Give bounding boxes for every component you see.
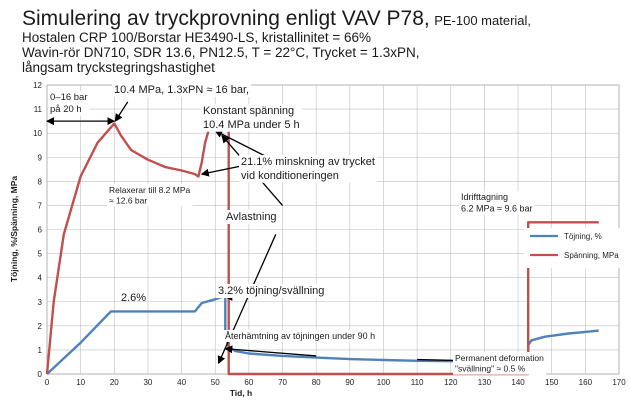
annotation-background <box>239 155 377 183</box>
annotation-text: Konstant spänning <box>203 105 294 117</box>
annotation-text: ≈ 12.6 bar <box>109 196 147 206</box>
annotation-strain32: 3.2% töjning/svällning <box>216 284 327 298</box>
x-tick-label: 110 <box>411 378 424 387</box>
annotation-text: vid konditioneringen <box>241 170 339 182</box>
annotation-text: 10.4 MPa under 5 h <box>203 119 300 131</box>
y-tick-label: 6 <box>38 226 43 235</box>
annotation-text: på 20 h <box>50 104 82 115</box>
x-tick-label: 20 <box>110 378 119 387</box>
x-tick-label: 120 <box>444 378 458 387</box>
annotation-text: 2.6% <box>121 292 146 304</box>
annotation-text: 21.1% minskning av trycket <box>241 156 375 168</box>
annotation-text: Återhämtning av töjningen under 90 h <box>225 331 375 341</box>
y-tick-label: 1 <box>38 346 43 355</box>
chart-title-line2: Hostalen CRP 100/Borstar HE3490-LS, kris… <box>22 30 371 45</box>
annotation-recovery: Återhämtning av töjningen under 90 h <box>223 330 378 342</box>
annotation-text: Permanent deformation <box>455 353 544 363</box>
annotation-text: 0–16 bar <box>50 92 88 103</box>
annotation-peak: 10.4 MPa, 1.3xPN ≈ 16 bar, <box>112 83 252 97</box>
annotation-text: 3.2% töjning/svällning <box>218 285 324 297</box>
chart-title: Simulering av tryckprovning enligt VAV P… <box>22 7 531 30</box>
annotation-background <box>216 284 327 298</box>
y-tick-label: 7 <box>38 201 43 210</box>
legend-label-stress: Spänning, MPa <box>564 251 619 260</box>
chart-title-line4: långsam tryckstegringshastighet <box>22 60 215 75</box>
series-line-stress <box>45 122 599 376</box>
x-tick-label: 30 <box>143 378 152 387</box>
x-tick-label: 10 <box>76 378 85 387</box>
x-tick-label: 80 <box>312 378 321 387</box>
x-tick-label: 150 <box>545 378 559 387</box>
x-tick-label: 60 <box>244 378 253 387</box>
annotation-const: Konstant spänning 10.4 MPa under 5 h <box>201 104 302 132</box>
annotation-drop: 21.1% minskning av trycket vid konditione… <box>239 155 377 183</box>
x-tick-label: 140 <box>511 378 525 387</box>
x-tick-label: 40 <box>177 378 186 387</box>
annotation-background <box>112 83 252 97</box>
annotation-text: "svällning" ≈ 0.5 % <box>455 364 526 374</box>
x-tick-label: 170 <box>612 378 626 387</box>
chart-title-main: Simulering av tryckprovning enligt VAV P… <box>22 7 430 30</box>
annotation-background <box>453 352 547 375</box>
annotation-text: Relaxerar till 8.2 MPa <box>109 185 191 195</box>
x-tick-label: 90 <box>345 378 354 387</box>
annotation-background <box>224 210 279 224</box>
annotation-text: 6.2 MPa ≈ 9.6 bar <box>461 203 532 213</box>
x-tick-label: 160 <box>579 378 593 387</box>
annotation-relax: Relaxerar till 8.2 MPa≈ 12.6 bar <box>107 184 193 207</box>
chart-title-suffix: PE-100 material, <box>434 13 531 28</box>
y-axis-label: Töjning, %/Spänning, MPa <box>9 176 19 283</box>
y-tick-label: 4 <box>38 274 43 283</box>
arrow-peak <box>114 101 129 122</box>
arrow-recovery-l <box>224 345 317 357</box>
annotation-text: Idrifttagning <box>461 192 508 202</box>
annotation-background <box>107 184 193 207</box>
series-layer <box>45 122 599 376</box>
annotation-background <box>48 91 90 116</box>
y-tick-label: 11 <box>34 105 43 114</box>
x-tick-label: 50 <box>211 378 220 387</box>
legend-label-strain: Töjning, % <box>564 232 602 241</box>
y-tick-label: 2 <box>38 322 43 331</box>
y-tick-label: 3 <box>38 298 43 307</box>
y-tick-label: 12 <box>33 81 42 90</box>
y-tick-label: 10 <box>33 129 42 138</box>
series-line-strain <box>46 295 599 375</box>
annotation-text: 10.4 MPa, 1.3xPN ≈ 16 bar, <box>114 84 249 96</box>
x-tick-label: 130 <box>478 378 492 387</box>
x-tick-label: 0 <box>45 378 50 387</box>
x-tick-label: 70 <box>278 378 287 387</box>
annotation-text: Avlastning <box>226 211 277 223</box>
legend: Töjning, % Spänning, MPa <box>524 228 624 268</box>
y-tick-label: 9 <box>38 153 43 162</box>
annotation-strain26: 2.6% <box>121 292 146 304</box>
annotation-background <box>223 330 378 342</box>
y-tick-label: 8 <box>38 177 43 186</box>
chart-title-line3: Wavin-rör DN710, SDR 13.6, PN12.5, T = 2… <box>22 45 420 60</box>
annotation-perm: Permanent deformation"svällning" ≈ 0.5 % <box>453 352 547 375</box>
x-axis-label: Tid, h <box>230 388 253 398</box>
x-tick-label: 100 <box>377 378 391 387</box>
y-tick-label: 0 <box>38 370 43 379</box>
annotation-background <box>201 104 302 132</box>
annotation-background <box>459 191 535 215</box>
y-tick-label: 5 <box>38 250 43 259</box>
annotation-unload: Avlastning <box>224 210 279 224</box>
